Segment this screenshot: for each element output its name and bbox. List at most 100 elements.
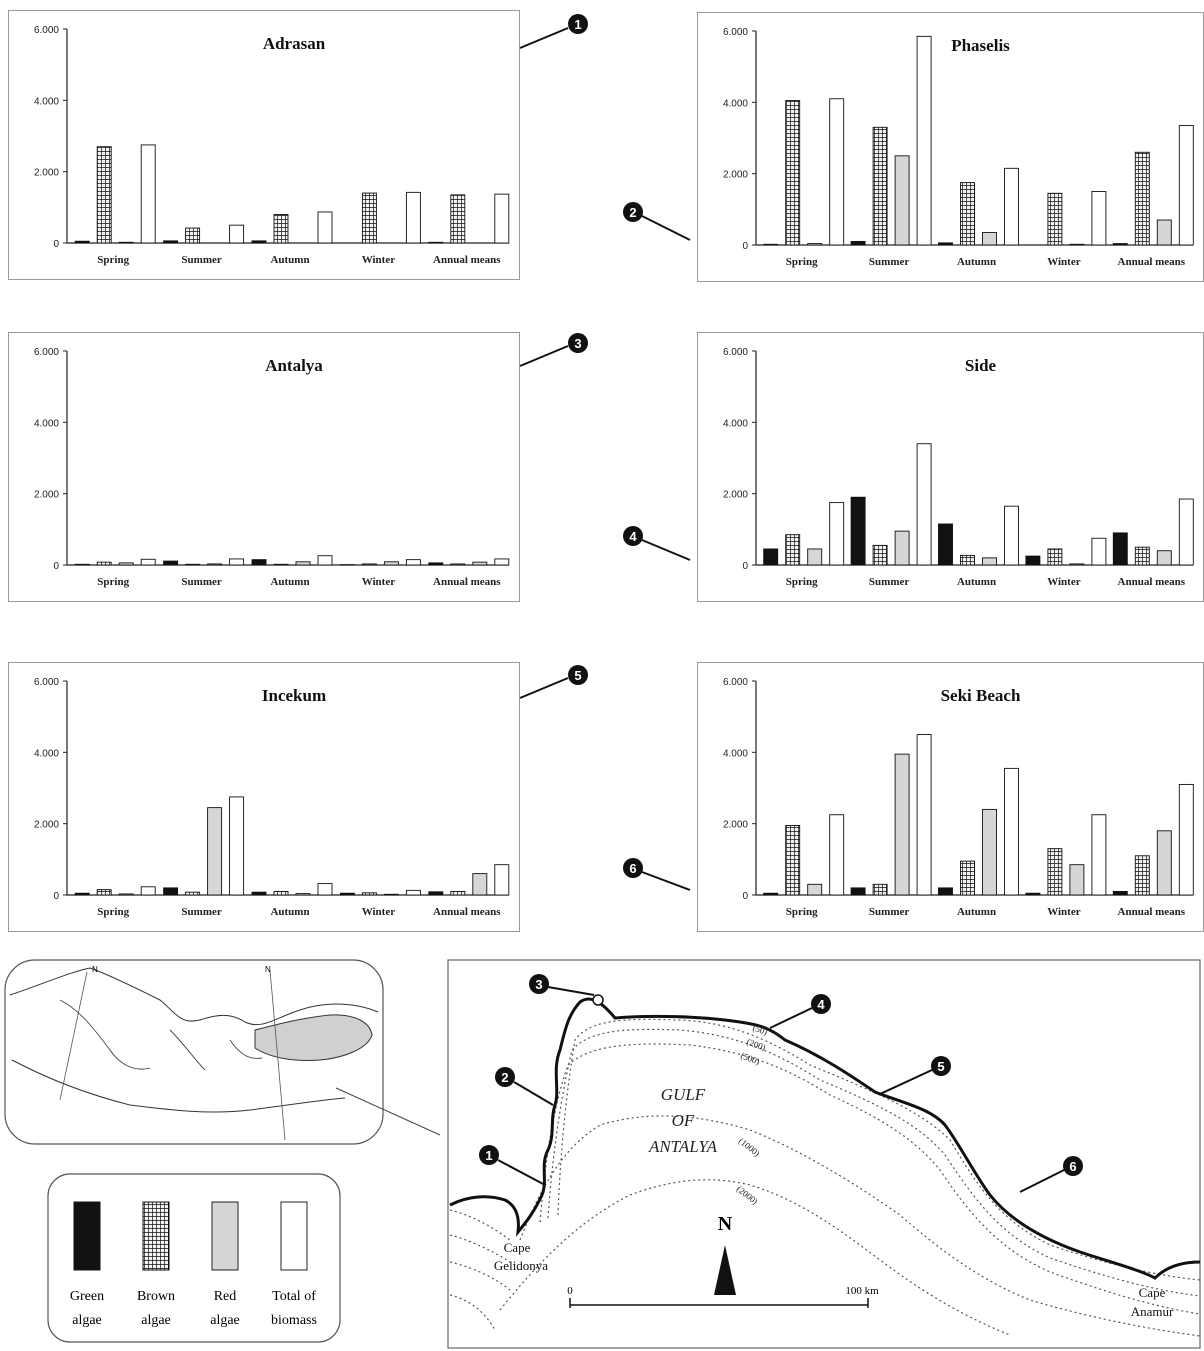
bar-total-spring <box>140 144 156 244</box>
marker-6: 6 <box>623 858 691 891</box>
marker-4: 4 <box>623 526 691 561</box>
bar-green-annual-means <box>1112 890 1128 896</box>
map-site-markers: 1 2 3 4 5 6 <box>479 974 1083 1193</box>
y-tick-label: 6.000 <box>723 677 748 688</box>
bar-total-autumn <box>317 883 333 896</box>
bar-green-spring <box>763 548 779 566</box>
marker-3-label: 3 <box>574 336 581 351</box>
y-tick-label: 2.000 <box>34 490 59 501</box>
depth-label-50: (50) <box>751 1022 769 1037</box>
bar-total-winter <box>405 559 421 566</box>
legend-swatch-red <box>211 1201 239 1271</box>
y-tick-label: 2.000 <box>34 168 59 179</box>
bar-red-annual-means <box>1156 550 1172 566</box>
y-tick-label: 6.000 <box>723 27 748 38</box>
bar-brown-winter <box>361 192 377 244</box>
bar-total-spring <box>140 886 156 896</box>
bar-red-winter <box>1069 243 1085 246</box>
bar-brown-autumn <box>960 554 975 566</box>
bar-green-annual-means <box>428 241 444 244</box>
bar-brown-winter <box>1047 548 1063 566</box>
y-tick-label: 0 <box>53 239 59 250</box>
bar-red-autumn <box>982 808 997 896</box>
bar-brown-winter <box>1047 848 1063 896</box>
x-tick-label: Winter <box>362 576 396 588</box>
bar-green-spring <box>763 892 779 896</box>
y-tick-label: 6.000 <box>34 25 59 36</box>
bar-total-autumn <box>317 555 333 566</box>
bar-total-spring <box>140 558 156 566</box>
bar-total-summer <box>229 796 245 896</box>
bar-red-spring <box>118 241 134 244</box>
x-tick-label: Spring <box>786 576 818 588</box>
legend: Green algae Brown algae Red algae Total … <box>47 1173 341 1343</box>
legend-brown-line2: algae <box>141 1313 171 1328</box>
bar-brown-annual-means <box>1134 151 1150 246</box>
bar-total-autumn <box>317 211 333 244</box>
marker-6-label: 6 <box>629 861 636 876</box>
bar-total-autumn <box>1004 767 1019 896</box>
legend-red-line2: algae <box>210 1313 240 1328</box>
chart-title-seki-beach: Seki Beach <box>941 686 1021 705</box>
bar-green-summer <box>163 560 179 566</box>
chart-panel-side: 0 2.000 4.000 6.000 Side Spring Summer Autumn Wi… <box>697 332 1204 602</box>
inset-north-1: N <box>92 965 98 974</box>
bar-green-annual-means <box>1112 532 1128 566</box>
x-tick-label: Autumn <box>270 254 309 266</box>
bar-total-winter <box>1091 814 1107 896</box>
x-tick-label: Spring <box>97 254 129 266</box>
bar-red-autumn <box>982 557 997 566</box>
marker-4-label: 4 <box>629 529 637 544</box>
bar-red-spring <box>118 893 134 896</box>
bar-brown-spring <box>96 146 112 244</box>
bar-brown-annual-means <box>1134 546 1150 566</box>
bar-total-annual-means <box>1178 125 1194 246</box>
legend-green-line1: Green <box>70 1289 104 1304</box>
map-site-3: 3 <box>535 977 542 992</box>
bar-red-autumn <box>982 232 997 246</box>
bar-total-spring <box>829 814 845 896</box>
legend-swatch-total <box>280 1201 308 1271</box>
inset-north-2: N <box>265 965 271 974</box>
y-tick-label: 2.000 <box>34 820 59 831</box>
cape-gelidonya-line2: Gelidonya <box>494 1258 548 1273</box>
x-tick-label: Summer <box>869 576 909 588</box>
bar-green-annual-means <box>428 891 444 896</box>
bar-red-winter <box>1069 563 1085 566</box>
cape-gelidonya-line1: Cape <box>504 1240 531 1255</box>
bar-total-winter <box>405 889 421 896</box>
gulf-map: GULF OF ANTALYA (50) (200) (500) (1000) … <box>447 959 1201 1349</box>
chart-svg-antalya: 0 2.000 4.000 6.000 Antalya Spring Summer Autum… <box>34 347 510 588</box>
y-tick-label: 2.000 <box>723 490 748 501</box>
map-site-1: 1 <box>485 1148 492 1163</box>
legend-green-line2: algae <box>72 1313 102 1328</box>
marker-1: 1 <box>519 14 588 49</box>
bar-green-autumn <box>251 891 267 896</box>
bar-red-spring <box>807 548 823 566</box>
bar-green-spring <box>763 243 779 246</box>
y-tick-label: 4.000 <box>34 418 59 429</box>
x-tick-label: Spring <box>786 256 818 268</box>
bar-brown-summer <box>185 563 201 566</box>
bar-red-annual-means <box>1156 830 1172 896</box>
bar-brown-annual-means <box>450 563 466 566</box>
bar-green-spring <box>74 892 90 896</box>
x-tick-label: Summer <box>869 906 909 918</box>
legend-red-line1: Red <box>214 1289 237 1304</box>
bar-brown-autumn <box>273 563 289 566</box>
bar-total-autumn <box>1004 505 1019 566</box>
bar-brown-spring <box>96 561 112 566</box>
y-tick-label: 4.000 <box>723 418 748 429</box>
bar-red-annual-means <box>472 561 488 566</box>
bar-red-summer <box>207 563 223 566</box>
x-tick-label: Winter <box>362 254 396 266</box>
chart-title-adrasan: Adrasan <box>263 34 326 53</box>
chart-svg-phaselis: 0 2.000 4.000 6.000 Phaselis Spring Summer Autu… <box>723 27 1194 268</box>
bar-red-autumn <box>295 561 311 566</box>
marker-5: 5 <box>519 665 588 699</box>
x-tick-label: Summer <box>181 254 221 266</box>
bar-brown-spring <box>96 889 112 896</box>
chart-panel-antalya: 0 2.000 4.000 6.000 Antalya Spring Summer Autum… <box>8 332 520 602</box>
bar-brown-spring <box>785 100 801 246</box>
bar-red-spring <box>807 883 823 896</box>
